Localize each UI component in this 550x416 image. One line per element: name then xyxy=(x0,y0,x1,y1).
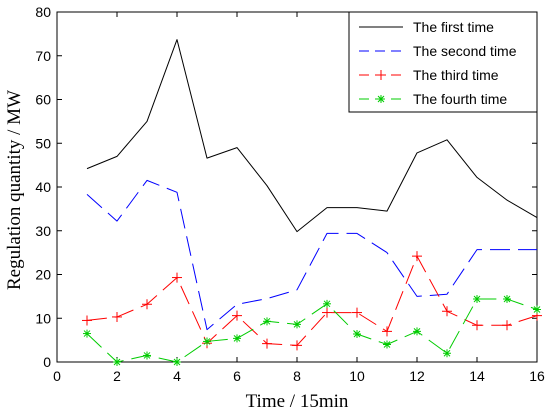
data-point xyxy=(143,351,151,360)
legend-label: The third time xyxy=(413,67,499,83)
x-tick-label: 16 xyxy=(529,368,545,384)
data-point xyxy=(142,299,152,310)
legend: The first time The second time The third t… xyxy=(348,11,538,113)
legend-item: The third time xyxy=(359,67,499,83)
y-tick-label: 40 xyxy=(35,179,51,195)
data-point xyxy=(172,272,182,283)
data-point xyxy=(353,330,361,338)
series-line xyxy=(86,255,538,346)
x-tick-label: 0 xyxy=(53,368,61,384)
y-tick-label: 60 xyxy=(35,92,51,108)
data-point xyxy=(203,337,211,346)
data-point xyxy=(293,320,301,329)
series-line xyxy=(86,39,538,233)
x-tick-label: 4 xyxy=(173,368,181,384)
y-tick-label: 20 xyxy=(35,267,51,283)
x-tick-label: 2 xyxy=(113,368,121,384)
data-point xyxy=(383,340,391,349)
y-tick-label: 50 xyxy=(35,135,51,151)
legend-label: The fourth time xyxy=(413,91,507,107)
x-tick-label: 10 xyxy=(349,368,365,384)
data-point xyxy=(382,326,392,337)
y-tick-label: 10 xyxy=(35,310,51,326)
legend-item: The first time xyxy=(359,19,494,35)
legend-label: The second time xyxy=(413,43,517,59)
data-point xyxy=(473,295,481,303)
data-point xyxy=(322,307,332,318)
x-tick-label: 8 xyxy=(293,368,301,384)
data-point xyxy=(113,358,121,366)
y-axis: 0 10 20 30 40 50 60 70 80 xyxy=(35,4,537,370)
data-point xyxy=(503,295,511,303)
y-tick-label: 70 xyxy=(35,48,51,64)
data-point xyxy=(233,334,241,343)
series-line xyxy=(86,298,538,363)
y-axis-title: Regulation quantity / MW xyxy=(4,90,25,290)
series-2 xyxy=(86,179,537,331)
data-point xyxy=(232,310,242,321)
data-point xyxy=(502,320,512,331)
data-point xyxy=(263,317,271,326)
legend-label: The first time xyxy=(413,19,494,35)
legend-marker xyxy=(376,70,386,80)
data-point xyxy=(112,311,122,322)
data-point xyxy=(323,299,331,308)
data-point xyxy=(352,307,362,318)
legend-box xyxy=(348,11,538,113)
x-tick-label: 6 xyxy=(233,368,241,384)
series-3 xyxy=(82,251,542,351)
data-point xyxy=(173,358,181,366)
x-tick-label: 14 xyxy=(469,368,485,384)
data-point xyxy=(83,329,91,338)
data-point xyxy=(442,306,452,317)
y-tick-label: 30 xyxy=(35,223,51,239)
data-point xyxy=(533,305,541,314)
legend-marker xyxy=(377,95,385,103)
data-point xyxy=(413,327,421,336)
data-point xyxy=(292,340,302,351)
legend-item: The fourth time xyxy=(359,91,507,107)
data-point xyxy=(443,349,451,358)
data-point xyxy=(412,251,422,262)
data-point xyxy=(472,320,482,331)
series-layer xyxy=(82,39,542,366)
series-1 xyxy=(86,39,538,233)
series-4 xyxy=(83,295,541,366)
y-tick-label: 0 xyxy=(43,354,51,370)
x-axis-title: Time / 15min xyxy=(246,391,349,412)
x-axis: 0 2 4 6 8 10 12 14 16 xyxy=(53,12,545,384)
legend-item: The second time xyxy=(359,43,517,59)
x-tick-label: 12 xyxy=(409,368,425,384)
series-line xyxy=(86,179,537,331)
data-point xyxy=(82,315,92,326)
y-tick-label: 80 xyxy=(35,4,51,20)
data-point xyxy=(262,338,272,349)
